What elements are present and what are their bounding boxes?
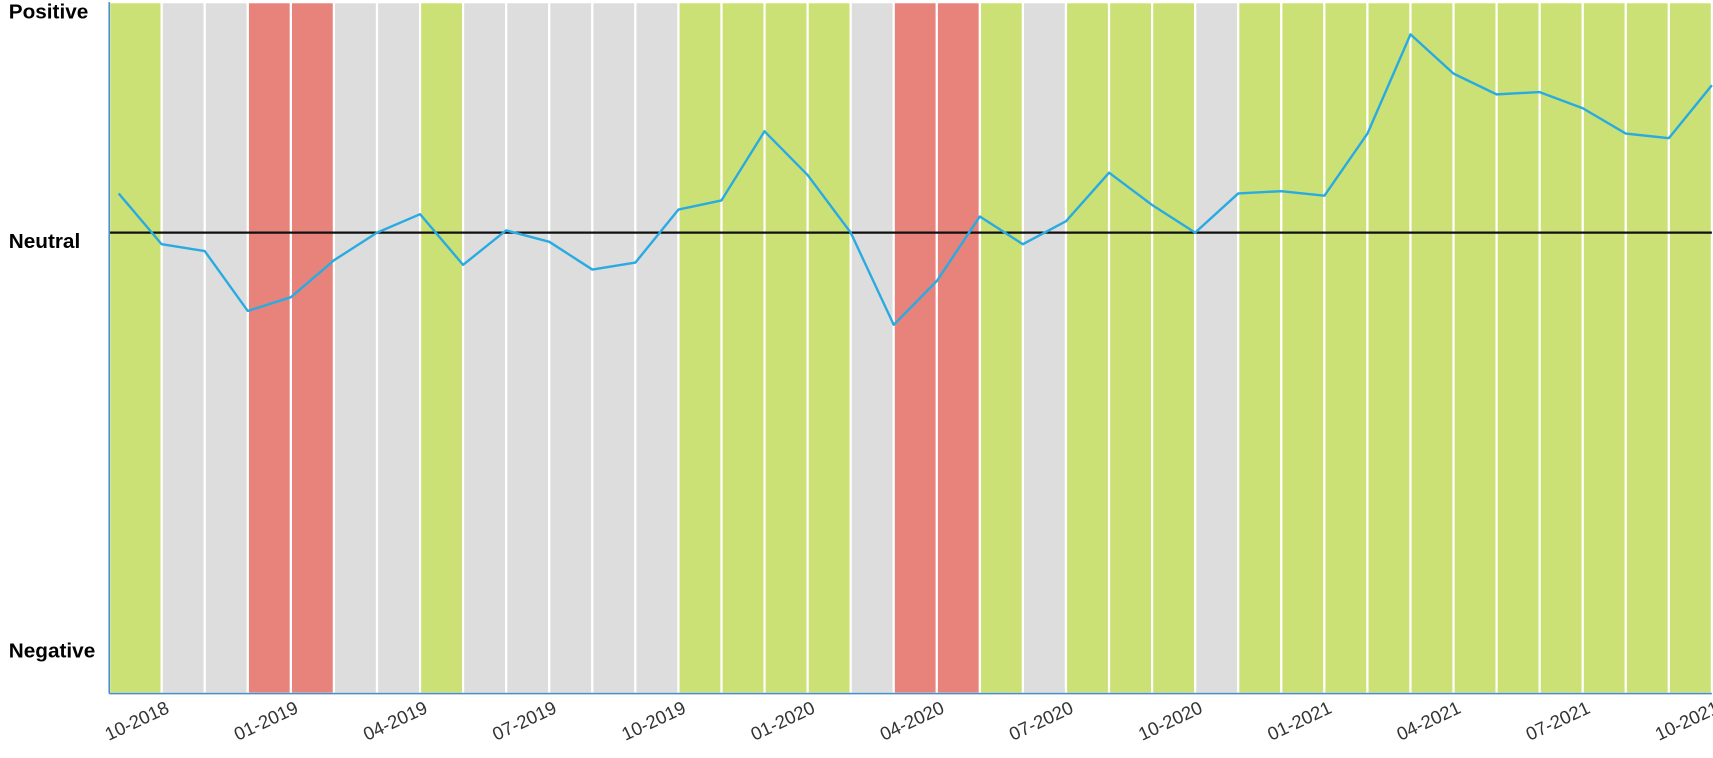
sentiment-band [1237,1,1283,695]
sentiment-band [289,1,336,695]
sentiment-band [806,1,852,695]
x-tick-label: 07-2019 [489,697,560,745]
x-tick-label: 01-2020 [747,697,818,745]
sentiment-band [1581,1,1627,695]
x-tick-label: 04-2020 [877,697,948,745]
sentiment-band [1624,1,1670,695]
sentiment-band [1452,1,1498,695]
sentiment-band [375,1,422,695]
sentiment-band [720,1,766,695]
x-tick-label: 01-2021 [1264,697,1335,745]
y-tick-label: Positive [9,1,89,24]
sentiment-band [935,1,981,695]
sentiment-band [1021,1,1068,695]
sentiment-band [1107,1,1154,695]
sentiment-band [677,1,723,695]
sentiment-band [203,1,249,695]
sentiment-band [978,1,1025,695]
axes [108,2,1712,695]
x-tick-label: 10-2020 [1135,697,1206,745]
x-tick-label: 07-2021 [1522,697,1593,745]
sentiment-band [763,1,809,695]
sentiment-band [849,1,895,695]
sentiment-band [548,1,594,695]
sentiment-band [1538,1,1584,695]
sentiment-band [591,1,637,695]
sentiment-band [1280,1,1326,695]
x-tick-label: 04-2021 [1393,697,1464,745]
sentiment-band [1409,1,1455,695]
y-tick-label: Negative [9,640,96,663]
y-tick-label: Neutral [9,230,81,253]
sentiment-band [1151,1,1197,695]
x-tick-label: 01-2019 [231,697,302,745]
sentiment-band [160,1,206,695]
data-lines [117,33,1713,327]
sentiment-band [1366,1,1412,695]
x-tick-label: 10-2021 [1652,697,1713,745]
sentiment-band [332,1,379,695]
background-bands [108,1,1713,695]
sentiment-band [1064,1,1111,695]
sentiment-band [505,1,551,695]
sentiment-band [418,1,465,695]
sentiment-band [892,1,938,695]
x-tick-label: 10-2019 [618,697,689,745]
sentiment-band [462,1,508,695]
x-tick-label: 04-2019 [360,697,431,745]
sentiment-band [1667,1,1713,695]
sentiment-band [1194,1,1240,695]
sentiment-line [117,33,1713,327]
sentiment-band [1495,1,1541,695]
x-tick-label: 07-2020 [1006,697,1077,745]
sentiment-band [108,1,163,695]
x-tick-label: 10-2018 [101,697,172,745]
sentiment-band [246,1,292,695]
sentiment-band [1323,1,1369,695]
sentiment-band [634,1,680,695]
